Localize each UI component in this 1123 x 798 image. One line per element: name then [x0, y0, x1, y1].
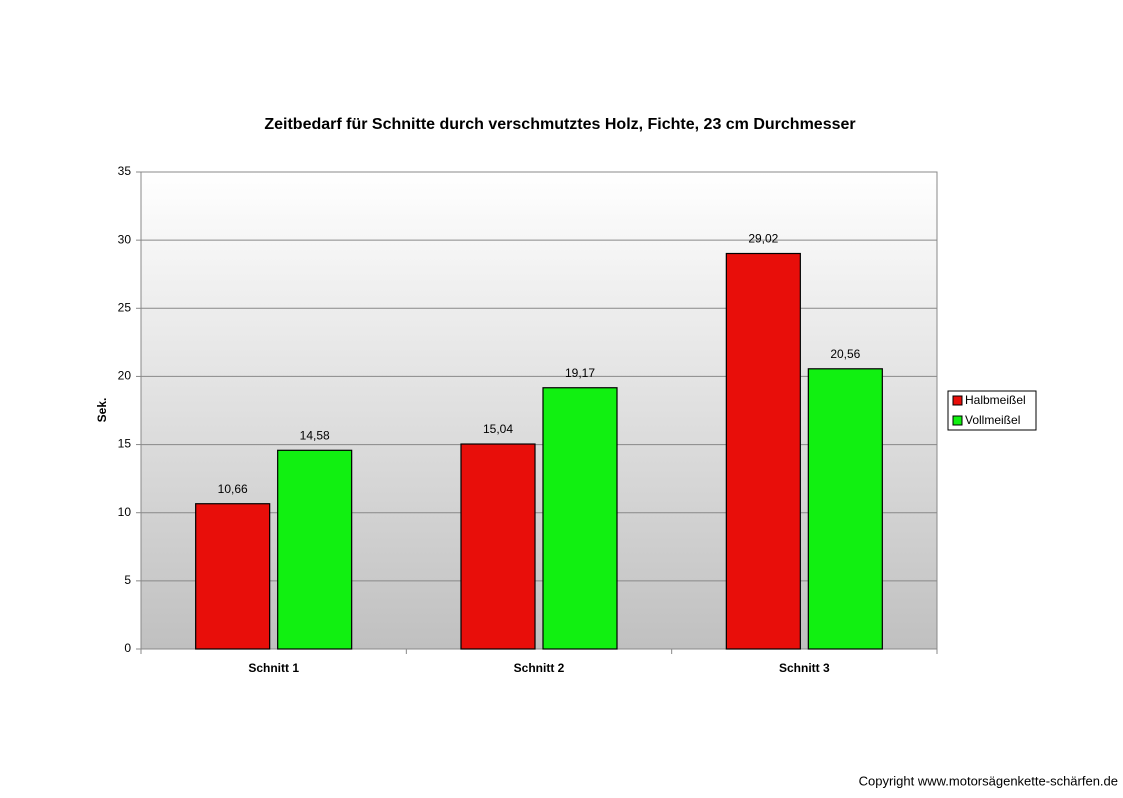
value-label: 29,02: [748, 232, 778, 246]
value-label: 15,04: [483, 422, 513, 436]
y-axis-label: Sek.: [95, 398, 109, 423]
bar: [542, 387, 618, 650]
bar: [277, 449, 353, 650]
x-tick-label: Schnitt 3: [779, 661, 830, 675]
y-tick-label: 25: [118, 300, 132, 314]
value-label: 14,58: [300, 428, 330, 442]
legend-label: Halbmeißel: [965, 393, 1026, 407]
y-tick-label: 20: [118, 369, 132, 383]
legend-swatch: [952, 415, 963, 426]
y-tick-label: 35: [118, 164, 132, 178]
y-tick-label: 15: [118, 437, 132, 451]
copyright: Copyright www.motorsägenkette-schärfen.d…: [859, 773, 1118, 788]
plot-area: [140, 171, 938, 650]
bar: [807, 368, 883, 650]
bar: [460, 443, 536, 650]
value-label: 20,56: [830, 347, 860, 361]
y-tick-label: 5: [124, 573, 131, 587]
x-tick-label: Schnitt 1: [248, 661, 299, 675]
legend-swatch: [952, 395, 963, 406]
legend-label: Vollmeißel: [965, 413, 1020, 427]
x-tick-label: Schnitt 2: [514, 661, 565, 675]
y-tick-label: 30: [118, 232, 132, 246]
y-tick-label: 0: [124, 641, 131, 655]
bar: [725, 252, 801, 650]
legend: [947, 390, 1037, 431]
y-tick-label: 10: [118, 505, 132, 519]
chart-title: Zeitbedarf für Schnitte durch verschmutz…: [264, 116, 855, 133]
bar: [195, 503, 271, 650]
value-label: 19,17: [565, 366, 595, 380]
value-label: 10,66: [218, 482, 248, 496]
